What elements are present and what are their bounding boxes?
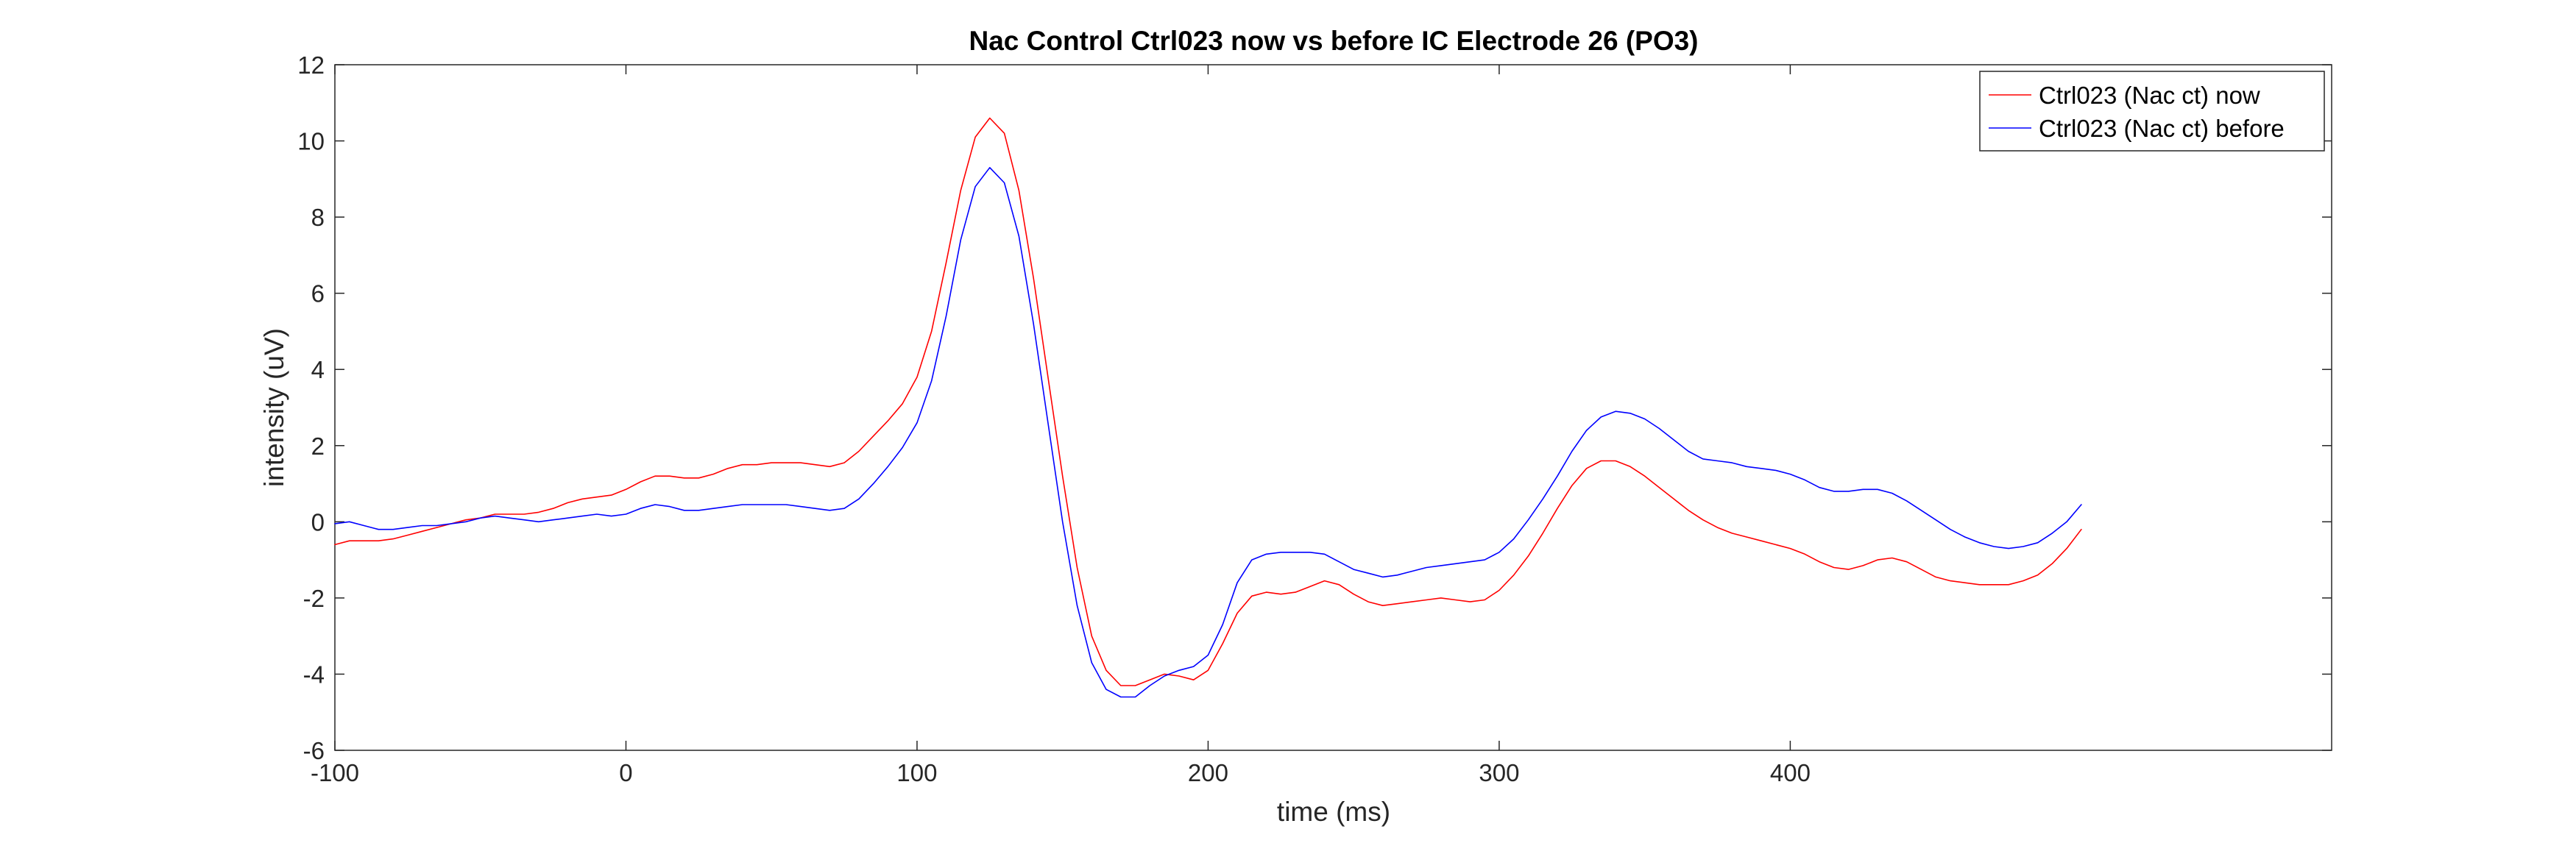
x-tick-label: 100 <box>896 759 937 786</box>
legend-box <box>1979 71 2325 152</box>
y-axis-label: intensity (uV) <box>259 328 289 487</box>
x-tick-label: 400 <box>1770 759 1811 786</box>
x-axis-label: time (ms) <box>1277 797 1390 827</box>
series-line-1 <box>334 167 2082 698</box>
y-tick-label: 6 <box>311 280 325 307</box>
y-tick-label: 2 <box>311 433 325 460</box>
y-tick-label: -6 <box>303 737 325 764</box>
x-tick-label: 300 <box>1479 759 1519 786</box>
legend-label-before: Ctrl023 (Nac ct) before <box>2039 115 2285 142</box>
x-tick-label: 200 <box>1188 759 1228 786</box>
plot-area: -100 0 100 200 300 400 -6 -4 -2 0 2 4 6 8 10 12 <box>297 51 2332 786</box>
y-ticks: -6 -4 -2 0 2 4 6 8 10 12 <box>297 51 2332 764</box>
legend: Ctrl023 (Nac ct) now Ctrl023 (Nac ct) be… <box>1979 71 2325 152</box>
series-line-0 <box>334 117 2082 686</box>
y-tick-label: 10 <box>297 128 325 155</box>
y-tick-label: -2 <box>303 585 325 612</box>
y-tick-label: -4 <box>303 661 325 688</box>
legend-label-now: Ctrl023 (Nac ct) now <box>2039 82 2260 109</box>
x-tick-label: 0 <box>619 759 632 786</box>
chart-title: Nac Control Ctrl023 now vs before IC Ele… <box>969 26 1698 56</box>
x-ticks: -100 0 100 200 300 400 <box>311 65 1811 786</box>
y-tick-label: 12 <box>297 51 325 79</box>
series-lines <box>334 117 2082 698</box>
axes-box <box>334 64 2332 751</box>
x-tick-label: -100 <box>311 759 359 786</box>
y-tick-label: 8 <box>311 204 325 231</box>
y-tick-label: 0 <box>311 508 325 536</box>
y-tick-label: 4 <box>311 356 325 383</box>
